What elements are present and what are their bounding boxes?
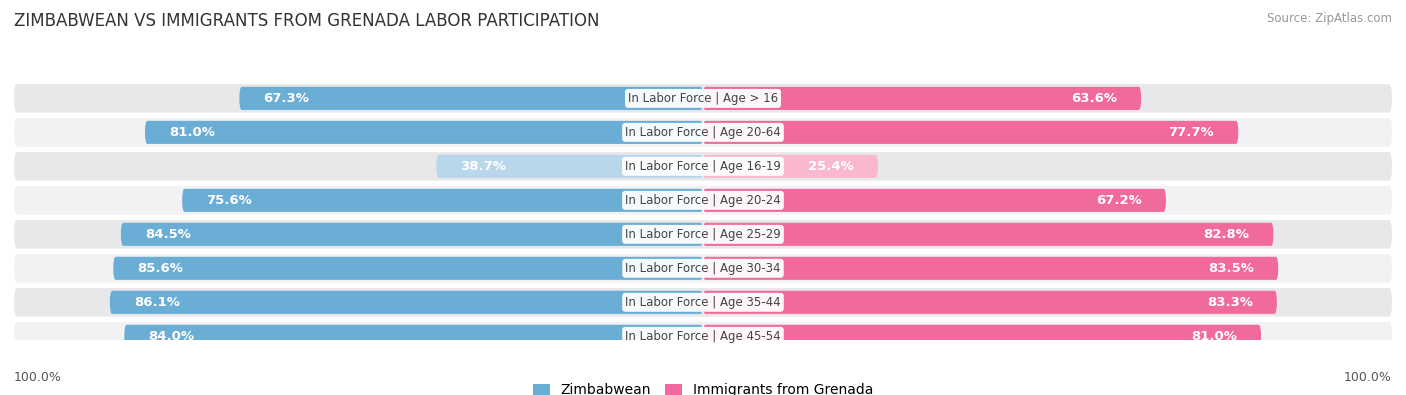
FancyBboxPatch shape [239,87,703,110]
FancyBboxPatch shape [436,155,703,178]
FancyBboxPatch shape [145,121,703,144]
Text: 67.3%: 67.3% [263,92,309,105]
Text: 75.6%: 75.6% [207,194,252,207]
Text: 100.0%: 100.0% [1344,371,1392,384]
Text: 81.0%: 81.0% [169,126,215,139]
FancyBboxPatch shape [110,291,703,314]
Text: 84.5%: 84.5% [145,228,191,241]
FancyBboxPatch shape [703,87,1142,110]
Text: Source: ZipAtlas.com: Source: ZipAtlas.com [1267,12,1392,25]
FancyBboxPatch shape [14,220,1392,248]
Text: In Labor Force | Age 35-44: In Labor Force | Age 35-44 [626,296,780,309]
Text: In Labor Force | Age 16-19: In Labor Force | Age 16-19 [626,160,780,173]
Text: 82.8%: 82.8% [1204,228,1250,241]
FancyBboxPatch shape [703,189,1166,212]
Text: 86.1%: 86.1% [134,296,180,309]
Text: In Labor Force | Age 45-54: In Labor Force | Age 45-54 [626,330,780,343]
Text: In Labor Force | Age 30-34: In Labor Force | Age 30-34 [626,262,780,275]
Text: 63.6%: 63.6% [1071,92,1116,105]
Text: ZIMBABWEAN VS IMMIGRANTS FROM GRENADA LABOR PARTICIPATION: ZIMBABWEAN VS IMMIGRANTS FROM GRENADA LA… [14,12,599,30]
FancyBboxPatch shape [703,121,1239,144]
FancyBboxPatch shape [14,288,1392,316]
Text: In Labor Force | Age > 16: In Labor Force | Age > 16 [628,92,778,105]
Text: In Labor Force | Age 20-24: In Labor Force | Age 20-24 [626,194,780,207]
Text: 38.7%: 38.7% [461,160,506,173]
FancyBboxPatch shape [703,325,1261,348]
Text: 77.7%: 77.7% [1168,126,1215,139]
Text: 81.0%: 81.0% [1191,330,1237,343]
FancyBboxPatch shape [14,152,1392,181]
FancyBboxPatch shape [14,84,1392,113]
FancyBboxPatch shape [14,254,1392,282]
Text: 25.4%: 25.4% [808,160,853,173]
FancyBboxPatch shape [703,257,1278,280]
Text: 67.2%: 67.2% [1097,194,1142,207]
FancyBboxPatch shape [703,223,1274,246]
FancyBboxPatch shape [14,118,1392,147]
FancyBboxPatch shape [121,223,703,246]
Text: 83.5%: 83.5% [1208,262,1254,275]
Legend: Zimbabwean, Immigrants from Grenada: Zimbabwean, Immigrants from Grenada [533,383,873,395]
FancyBboxPatch shape [703,155,877,178]
Text: In Labor Force | Age 25-29: In Labor Force | Age 25-29 [626,228,780,241]
Text: 84.0%: 84.0% [149,330,194,343]
FancyBboxPatch shape [14,322,1392,351]
FancyBboxPatch shape [703,291,1277,314]
Text: 85.6%: 85.6% [138,262,183,275]
Text: 100.0%: 100.0% [14,371,62,384]
Text: In Labor Force | Age 20-64: In Labor Force | Age 20-64 [626,126,780,139]
Text: 83.3%: 83.3% [1206,296,1253,309]
FancyBboxPatch shape [124,325,703,348]
FancyBboxPatch shape [114,257,703,280]
FancyBboxPatch shape [183,189,703,212]
FancyBboxPatch shape [14,186,1392,214]
